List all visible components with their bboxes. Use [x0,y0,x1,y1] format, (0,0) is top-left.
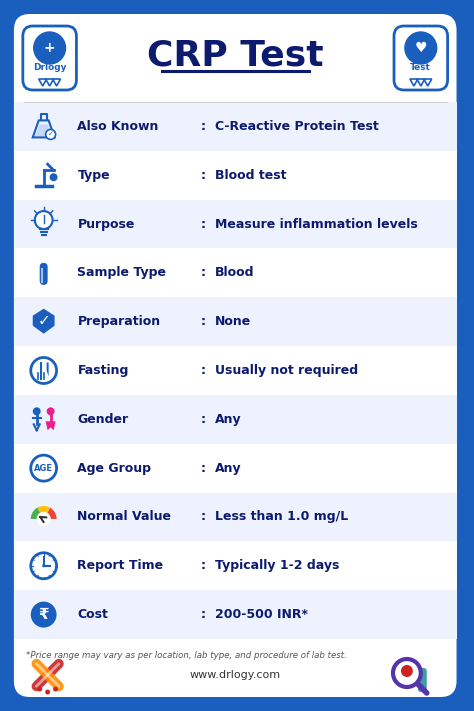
Bar [14,102,456,151]
Text: Also Known: Also Known [77,120,159,133]
Circle shape [31,602,56,628]
Text: AGE: AGE [34,464,53,473]
Text: :: : [201,608,206,621]
Text: Typically 1-2 days: Typically 1-2 days [215,560,340,572]
Text: Report Time: Report Time [77,560,164,572]
Text: Cost: Cost [77,608,108,621]
Text: :: : [201,120,206,133]
FancyBboxPatch shape [40,263,48,285]
Text: Measure inflammation levels: Measure inflammation levels [215,218,418,230]
Circle shape [50,173,57,181]
Text: *Price range may vary as per location, lab type, and procedure of lab test.: *Price range may vary as per location, l… [26,651,346,660]
Circle shape [33,407,41,415]
Text: :: : [201,560,206,572]
Bar [14,248,456,297]
Text: Usually not required: Usually not required [215,364,358,377]
Text: www.drlogy.com: www.drlogy.com [190,670,281,680]
Text: :: : [201,461,206,475]
Circle shape [46,407,55,415]
Text: ♥: ♥ [415,41,427,55]
Text: Purpose: Purpose [77,218,135,230]
Circle shape [35,211,53,229]
Text: Type: Type [77,169,110,182]
Text: Blood: Blood [215,267,255,279]
Text: :: : [201,510,206,523]
Bar [14,200,456,248]
Bar [14,395,456,444]
Text: Sample Type: Sample Type [77,267,166,279]
Text: None: None [215,315,252,328]
Text: Any: Any [215,413,242,426]
Text: :: : [201,169,206,182]
Bar [14,444,456,493]
Text: :: : [201,315,206,328]
Text: Fasting: Fasting [77,364,129,377]
Text: Drlogy: Drlogy [33,63,66,73]
Circle shape [45,690,50,695]
Polygon shape [46,363,49,377]
FancyBboxPatch shape [418,668,427,692]
Text: :: : [201,218,206,230]
Bar [14,297,456,346]
Bar [14,493,456,541]
Text: Test: Test [410,63,431,73]
Text: 200-500 INR*: 200-500 INR* [215,608,309,621]
Text: ✓: ✓ [37,313,50,328]
Text: C-Reactive Protein Test: C-Reactive Protein Test [215,120,379,133]
Circle shape [42,565,45,567]
Text: :: : [201,364,206,377]
Polygon shape [46,422,55,430]
Wedge shape [31,508,44,519]
FancyBboxPatch shape [394,26,447,90]
Text: Less than 1.0 mg/L: Less than 1.0 mg/L [215,510,348,523]
Circle shape [37,687,42,692]
Wedge shape [44,508,56,519]
Bar [14,541,456,590]
Bar [14,590,456,639]
Circle shape [34,32,65,64]
Text: CRP Test: CRP Test [147,39,324,73]
Text: Age Group: Age Group [77,461,151,475]
Text: Any: Any [215,461,242,475]
Text: Blood test: Blood test [215,169,287,182]
Circle shape [393,659,421,687]
Wedge shape [37,506,50,519]
Bar [14,151,456,200]
Text: +: + [44,41,55,55]
Circle shape [31,455,56,481]
Circle shape [31,552,56,579]
FancyBboxPatch shape [14,14,456,697]
Text: :: : [201,267,206,279]
Circle shape [405,32,437,64]
Text: ✓: ✓ [48,132,54,137]
FancyBboxPatch shape [23,26,76,90]
Text: :: : [201,413,206,426]
Text: Normal Value: Normal Value [77,510,172,523]
Polygon shape [35,124,53,137]
Polygon shape [33,309,55,333]
Bar [14,346,456,395]
Circle shape [401,665,413,677]
Text: ₹: ₹ [38,607,49,622]
Circle shape [31,358,56,383]
Text: Gender: Gender [77,413,128,426]
Circle shape [53,687,58,692]
Circle shape [46,129,55,139]
Circle shape [36,512,51,526]
Text: Preparation: Preparation [77,315,161,328]
